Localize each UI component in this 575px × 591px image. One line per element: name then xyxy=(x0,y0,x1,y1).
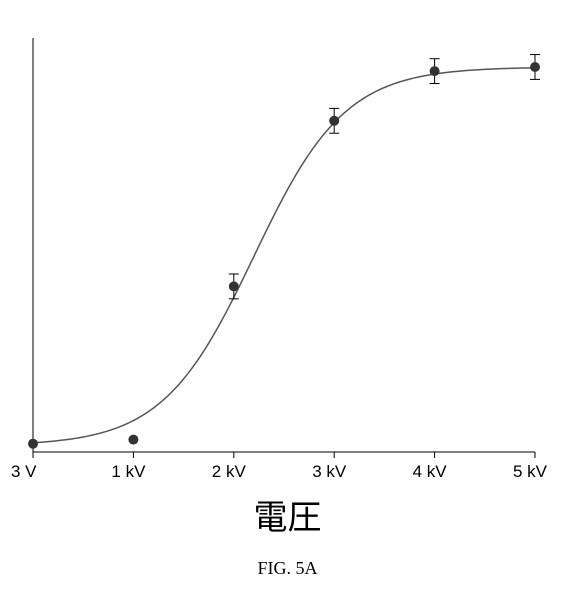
x-tick-label: 3 V xyxy=(11,462,37,482)
data-point xyxy=(530,62,540,72)
x-tick-label: 5 kV xyxy=(513,462,547,482)
data-point xyxy=(329,116,339,126)
x-tick-label: 3 kV xyxy=(312,462,346,482)
x-tick-label: 1 kV xyxy=(111,462,145,482)
data-point xyxy=(430,66,440,76)
chart-svg xyxy=(25,30,545,460)
data-point xyxy=(229,281,239,291)
x-axis-label: 電圧 xyxy=(0,490,575,539)
x-tick-label: 4 kV xyxy=(413,462,447,482)
fit-curve xyxy=(33,68,535,443)
x-tick-label: 2 kV xyxy=(212,462,246,482)
figure-caption: FIG. 5A xyxy=(0,558,575,579)
data-point xyxy=(128,435,138,445)
chart-container: 3 V1 kV2 kV3 kV4 kV5 kV xyxy=(25,30,545,460)
data-point xyxy=(28,439,38,449)
